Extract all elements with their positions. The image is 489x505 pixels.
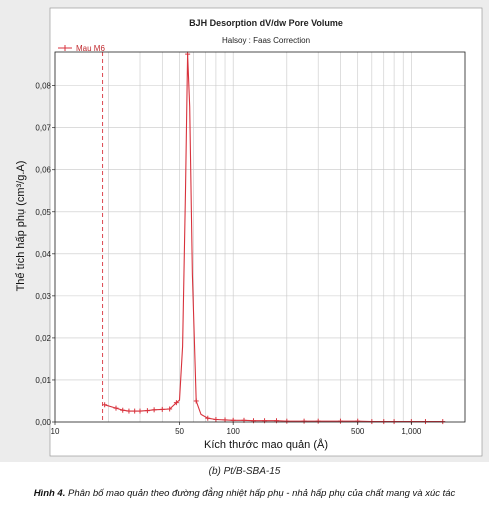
data-point-marker	[391, 419, 397, 425]
data-point-marker	[222, 417, 228, 423]
data-point-marker	[284, 418, 290, 424]
y-tick-label: 0,03	[35, 292, 51, 301]
grid-layer	[54, 52, 466, 423]
chart-subcaption: (b) Pt/B-SBA-15	[208, 466, 281, 477]
x-axis-title: Kích thước mao quản (Å)	[204, 438, 328, 451]
data-point-marker	[205, 415, 211, 421]
data-point-marker	[369, 419, 375, 425]
x-tick-label: 1,000	[401, 427, 422, 436]
y-tick-label: 0,00	[35, 418, 51, 427]
data-point-marker	[132, 408, 138, 414]
y-tick-label: 0,06	[35, 166, 51, 175]
data-point-marker	[262, 418, 268, 424]
series-layer	[102, 51, 446, 425]
data-point-marker	[193, 398, 199, 404]
data-point-marker	[315, 418, 321, 424]
y-tick-label: 0,02	[35, 334, 51, 343]
x-tick-label: 10	[51, 427, 60, 436]
data-point-marker	[137, 408, 143, 414]
data-point-marker	[102, 402, 108, 408]
x-tick-label: 500	[351, 427, 365, 436]
data-point-marker	[173, 400, 179, 406]
data-point-marker	[250, 418, 256, 424]
legend: Mau M6	[58, 44, 105, 53]
data-point-marker	[213, 416, 219, 422]
data-point-marker	[159, 406, 165, 412]
legend-label: Mau M6	[76, 44, 105, 53]
data-point-marker	[440, 419, 446, 425]
data-point-marker	[301, 418, 307, 424]
data-point-marker	[273, 418, 279, 424]
data-point-marker	[185, 51, 191, 57]
y-axis-title: Thể tích hấp phụ (cm³/g.A)	[15, 161, 27, 292]
data-point-marker	[151, 407, 157, 413]
x-tick-label: 50	[175, 427, 184, 436]
plot-area-border	[54, 51, 466, 423]
y-tick-label: 0,01	[35, 376, 51, 385]
figure-caption: Hình 4. Phân bố mao quản theo đường đẳng…	[0, 488, 489, 499]
y-tick-label: 0,04	[35, 250, 51, 259]
x-tick-label: 100	[227, 427, 241, 436]
chart-frame	[49, 7, 483, 457]
figure-caption-text: Phân bố mao quản theo đường đẳng nhiệt h…	[65, 488, 456, 499]
figure-label: Hình 4.	[33, 488, 66, 499]
data-point-marker	[120, 407, 126, 413]
y-tick-label: 0,07	[35, 124, 51, 133]
data-point-marker	[144, 408, 150, 414]
y-tick-label: 0,05	[35, 208, 51, 217]
data-point-marker	[337, 418, 343, 424]
data-point-marker	[126, 408, 132, 414]
data-point-marker	[422, 419, 428, 425]
y-tick-labels: 0,00 0,01 0,02 0,03 0,04 0,05 0,06 0,07 0,08	[35, 82, 55, 427]
chart-panel: BJH Desorption dV/dw Pore Volume Halsoy …	[0, 0, 489, 462]
chart-subtitle: Halsoy : Faas Correction	[222, 36, 310, 45]
x-tick-labels: 10 50 100 500 1,000	[51, 422, 422, 436]
data-point-marker	[381, 419, 387, 425]
y-tick-label: 0,08	[35, 82, 51, 91]
data-point-marker	[167, 406, 173, 412]
data-point-marker	[113, 405, 119, 411]
chart-title: BJH Desorption dV/dw Pore Volume	[189, 18, 343, 28]
pore-volume-chart: BJH Desorption dV/dw Pore Volume Halsoy …	[15, 7, 483, 457]
